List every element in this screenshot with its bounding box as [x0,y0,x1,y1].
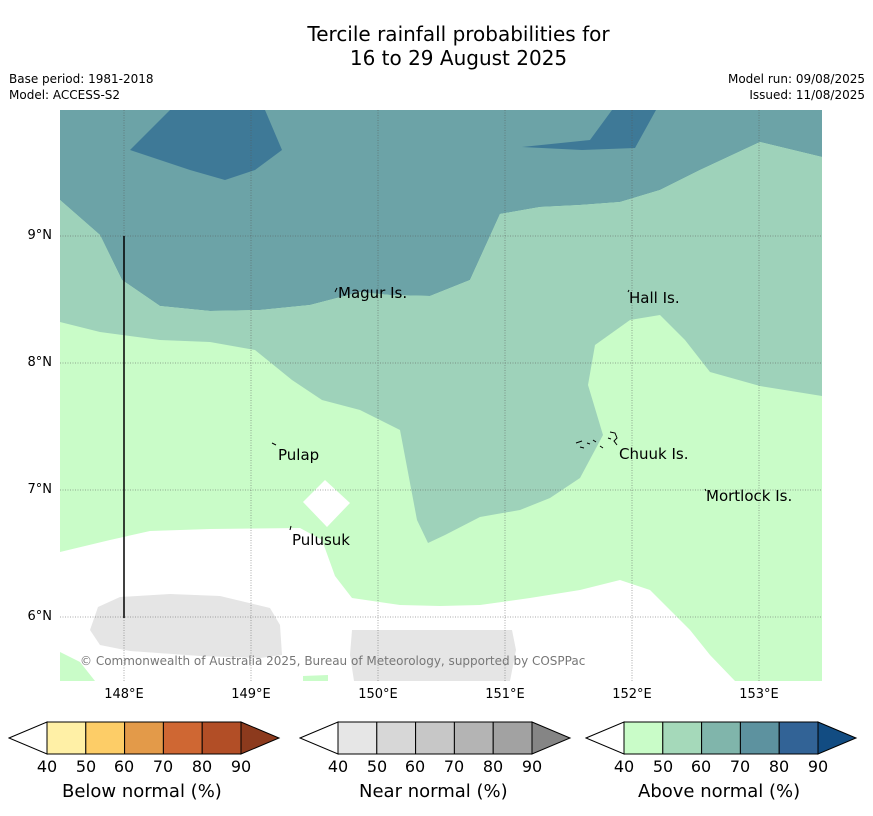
colorbar-below-tick: 40 [36,757,58,776]
region-above-50-60 [60,142,822,543]
colorbar-swatch [662,721,703,755]
colorbar-above: 40 50 60 70 80 90 Above normal (%) [584,720,860,802]
colorbar-extend-high [817,721,858,755]
lon-label-153e: 153°E [739,687,779,702]
meta-left: Base period: 1981-2018 Model: ACCESS-S2 [9,71,154,103]
colorbar-swatch [201,721,242,755]
lon-label-149e: 149°E [231,687,271,702]
colorbar-swatch [415,721,455,755]
model-run: Model run: 09/08/2025 [727,72,865,86]
island-marks [271,287,707,531]
title-line2: 16 to 29 August 2025 [349,46,568,70]
colorbar-below-tick: 60 [113,757,135,776]
colorbar-near-tick: 50 [366,757,388,776]
colorbar-near-tick: 40 [327,757,349,776]
colorbar-below: 40 50 60 70 80 90 Below normal (%) [7,720,283,802]
colorbar-near-label: Near normal (%) [359,781,508,802]
base-period: Base period: 1981-2018 [9,72,154,86]
gridlines [60,110,822,681]
colorbar-swatch [778,721,819,755]
colorbar-extend-low [584,721,625,755]
colorbar-below-svg [7,721,281,755]
lat-label-9n: 9°N [27,228,53,243]
colorbar-near-tick: 70 [443,757,465,776]
region-near-50-60-west [90,594,282,658]
colorbar-swatch [453,721,494,755]
colorbar-above-tick: 60 [690,757,712,776]
colorbar-above-tick: 90 [807,757,829,776]
colorbar-near-tick: 90 [521,757,543,776]
colorbar-near-tick: 60 [404,757,426,776]
colorbar-swatch [46,721,87,755]
colorbar-swatch [85,721,126,755]
title-line1: Tercile rainfall probabilities for [307,22,610,46]
place-mortlock: Mortlock Is. [706,487,793,505]
place-chuuk: Chuuk Is. [619,445,689,463]
colorbar-above-tick: 80 [768,757,790,776]
colorbar-above-label: Above normal (%) [638,781,801,802]
place-hall: Hall Is. [629,289,680,307]
colorbar-below-tick: 50 [75,757,97,776]
colorbar-swatch [124,721,164,755]
copyright-notice: © Commonwealth of Australia 2025, Bureau… [80,654,586,668]
colorbar-below-tick: 70 [152,757,174,776]
lon-label-152e: 152°E [612,687,652,702]
model-name: Model: ACCESS-S2 [9,88,121,102]
colorbar-extend-low [7,721,48,755]
colorbar-below-tick: 80 [191,757,213,776]
colorbar-swatch [623,721,664,755]
colorbar-swatch [376,721,417,755]
colorbar-extend-low [298,721,339,755]
colorbar-below-label: Below normal (%) [62,781,222,802]
colorbar-near-tick: 80 [482,757,504,776]
colorbar-near-svg [298,721,572,755]
colorbar-above-tick: 50 [652,757,674,776]
lat-label-8n: 8°N [27,355,53,370]
lon-label-148e: 148°E [104,687,144,702]
region-above-70-80 [130,110,282,180]
colorbar-swatch [492,721,533,755]
meta-right: Model run: 09/08/2025 Issued: 11/08/2025 [728,71,865,103]
region-above-sw [60,652,95,681]
lon-label-150e: 150°E [358,687,398,702]
region-white-diamond [303,480,350,527]
lon-label-151e: 151°E [485,687,525,702]
colorbar-above-tick: 40 [613,757,635,776]
place-pulusuk: Pulusuk [292,531,350,549]
lat-label-6n: 6°N [27,609,53,624]
issued-date: Issued: 11/08/2025 [749,88,865,102]
chart-title: Tercile rainfall probabilities for 16 to… [0,22,873,70]
colorbar-extend-high [240,721,281,755]
region-near-50-60-central [350,630,516,681]
map-area[interactable]: Magur Is. Hall Is. Pulap Chuuk Is. Mortl… [60,110,822,681]
region-above-s [303,675,328,681]
colorbar-swatch [337,721,378,755]
colorbar-above-tick: 70 [729,757,751,776]
colorbar-above-svg [584,721,858,755]
map-svg [60,110,822,681]
place-pulap: Pulap [278,446,320,464]
colorbar-swatch [739,721,780,755]
colorbar-swatch [162,721,203,755]
region-above-70-80-ne [522,110,656,150]
place-magur: Magur Is. [338,284,408,302]
colorbar-extend-high [531,721,572,755]
colorbar-near: 40 50 60 70 80 90 Near normal (%) [298,720,574,802]
colorbar-below-tick: 90 [230,757,252,776]
lat-label-7n: 7°N [27,482,53,497]
colorbar-swatch [701,721,741,755]
